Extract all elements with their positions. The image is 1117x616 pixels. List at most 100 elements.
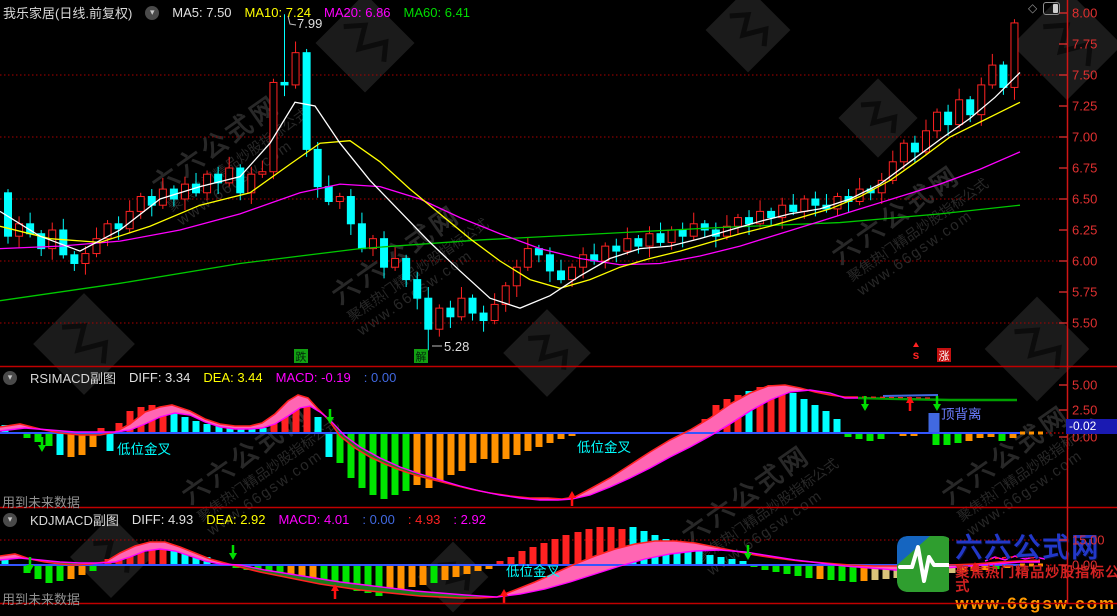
macd-bar bbox=[303, 401, 311, 433]
chevron-down-icon[interactable]: ▾ bbox=[3, 370, 17, 385]
macd-bar bbox=[959, 565, 967, 572]
candle-body bbox=[103, 223, 112, 240]
candle-body bbox=[1010, 22, 1019, 88]
candle-body bbox=[811, 198, 820, 206]
site-url[interactable]: www.66gsw.com bbox=[955, 594, 1117, 613]
macd-bar bbox=[375, 565, 383, 596]
rsi-dea-value: DEA: 3.44 bbox=[203, 370, 263, 385]
candle-body bbox=[81, 253, 90, 264]
macd-bar bbox=[756, 387, 764, 433]
macd-bar bbox=[458, 433, 466, 471]
candle-body bbox=[745, 217, 754, 225]
site-logo[interactable]: 六六公式网 聚焦热门精品炒股指标公式 www.66gsw.com bbox=[896, 535, 1117, 612]
macd-bar bbox=[706, 555, 714, 565]
buy-arrow-icon bbox=[500, 589, 508, 596]
macd-bar bbox=[23, 433, 31, 438]
split-window-icon[interactable] bbox=[1043, 1, 1061, 15]
candle-body bbox=[391, 258, 400, 268]
macd-bar bbox=[170, 407, 178, 433]
watermark-diamond bbox=[705, 0, 791, 73]
macd-bar bbox=[408, 565, 416, 587]
candle-body bbox=[380, 238, 389, 268]
macd-bar bbox=[855, 433, 863, 439]
current-value-badge: -0.02 bbox=[1066, 419, 1117, 434]
macd-bar bbox=[97, 428, 105, 433]
macd-bar bbox=[849, 565, 857, 582]
macd-bar bbox=[226, 428, 234, 433]
candle-body bbox=[313, 148, 322, 188]
buy-arrow-icon bbox=[568, 491, 576, 498]
macd-bar bbox=[115, 423, 123, 433]
candle-body bbox=[512, 266, 521, 287]
macd-bar bbox=[137, 545, 145, 565]
macd-bar bbox=[436, 433, 444, 481]
rsi-extra-value: : 0.00 bbox=[363, 370, 397, 385]
macd-bar bbox=[441, 565, 449, 580]
macd-bar bbox=[181, 417, 189, 433]
macd-bar bbox=[844, 433, 852, 437]
macd-bar bbox=[159, 407, 167, 433]
watermark-diamond bbox=[838, 78, 918, 158]
macd-bar bbox=[789, 393, 797, 433]
macd-bar bbox=[767, 385, 775, 433]
svg-text:跌: 跌 bbox=[296, 350, 307, 364]
macd-bar bbox=[551, 539, 559, 565]
macd-bar bbox=[369, 433, 377, 495]
macd-bar bbox=[992, 565, 1000, 569]
chevron-down-icon[interactable]: ▾ bbox=[145, 5, 160, 20]
watermark-diamond bbox=[315, 0, 415, 93]
kdj-extra3-value: : 2.92 bbox=[453, 512, 486, 527]
macd-bar bbox=[170, 547, 178, 565]
macd-bar bbox=[838, 565, 846, 581]
macd-bar bbox=[502, 433, 510, 459]
kdj-future-data-note: 用到未来数据 bbox=[2, 592, 81, 607]
macd-bar bbox=[480, 433, 488, 459]
rsi-macd-panel: 低位金叉 低位金叉 顶背离 bbox=[0, 384, 1067, 506]
candle-body bbox=[933, 111, 942, 132]
macd-bar bbox=[287, 565, 295, 576]
macd-bar bbox=[45, 433, 53, 446]
candle-body bbox=[357, 223, 366, 250]
candle-body bbox=[446, 307, 455, 318]
candle-body bbox=[247, 173, 256, 194]
candle-body bbox=[899, 142, 908, 163]
svg-text:涨: 涨 bbox=[939, 350, 950, 363]
stock-title: 我乐家居(日线.前复权) bbox=[3, 6, 133, 21]
sell-arrow-icon bbox=[326, 417, 334, 424]
macd-bar bbox=[607, 527, 615, 565]
candle-body bbox=[678, 229, 687, 237]
macd-bar bbox=[106, 433, 114, 451]
macd-bar bbox=[882, 565, 890, 579]
sell-arrow-icon bbox=[744, 553, 752, 560]
macd-bar bbox=[331, 565, 339, 585]
rsi-panel-header: ▾ RSIMACD副图 DIFF: 3.34 DEA: 3.44 MACD: -… bbox=[3, 368, 396, 387]
diamond-icon[interactable]: ◇ bbox=[1028, 1, 1038, 15]
ma10-line bbox=[0, 101, 1021, 289]
candle-body bbox=[346, 196, 355, 225]
site-logo-icon bbox=[897, 536, 950, 592]
macd-bar bbox=[871, 565, 879, 580]
macd-bar bbox=[419, 565, 427, 585]
macd-bar bbox=[928, 413, 940, 433]
chevron-down-icon[interactable]: ▾ bbox=[3, 512, 17, 527]
indicator-label: 低位金叉 bbox=[506, 564, 560, 579]
ma20-line bbox=[0, 151, 1021, 266]
price-annotation: 7.99 bbox=[297, 16, 322, 31]
macd-bar bbox=[899, 433, 907, 436]
candle-body bbox=[457, 297, 466, 318]
macd-bar bbox=[866, 433, 874, 441]
macd-bar bbox=[954, 433, 962, 443]
candle-body bbox=[800, 198, 809, 212]
macd-bar bbox=[259, 428, 267, 433]
macd-bar bbox=[56, 433, 64, 455]
kdj-extra2-value: : 4.93 bbox=[407, 512, 441, 527]
sell-arrow-icon bbox=[861, 404, 869, 411]
macd-bar bbox=[535, 433, 543, 447]
ma5-line bbox=[0, 72, 1021, 309]
candle-body bbox=[888, 161, 897, 181]
macd-bar bbox=[45, 565, 53, 583]
kdj-diff-value: DIFF: 4.93 bbox=[131, 512, 194, 527]
